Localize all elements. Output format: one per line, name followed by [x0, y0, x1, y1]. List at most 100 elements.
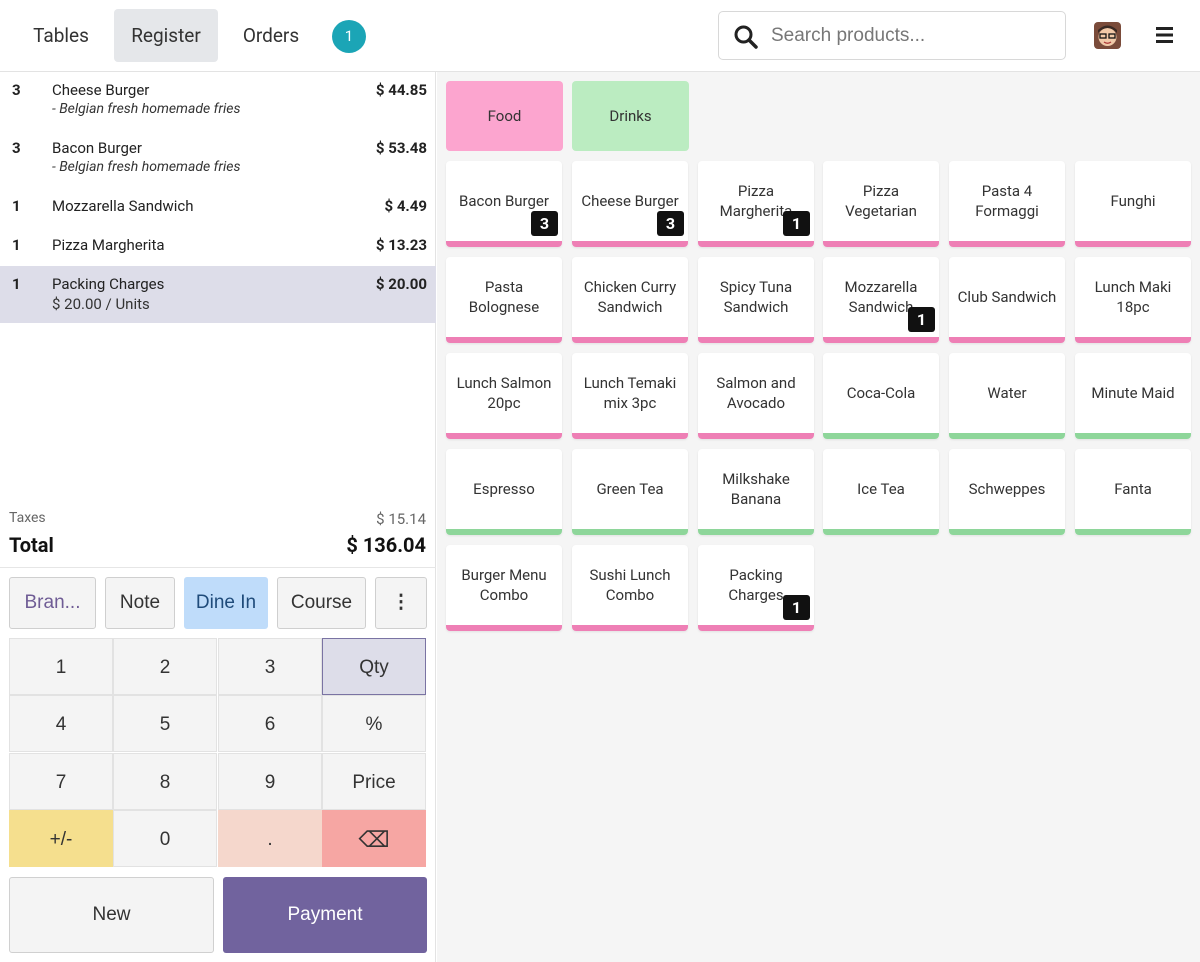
note-button[interactable]: Note — [105, 577, 175, 629]
tab-register[interactable]: Register — [114, 9, 218, 62]
product-card[interactable]: Spicy Tuna Sandwich — [698, 257, 814, 343]
order-line-name: Cheese Burger — [52, 81, 150, 99]
product-card[interactable]: Packing Charges 1 — [698, 545, 814, 631]
more-options-button[interactable]: ⋮ — [375, 577, 427, 629]
order-line-price: $ 20.00 — [375, 275, 427, 293]
product-card[interactable]: Pizza Margherita 1 — [698, 161, 814, 247]
user-avatar[interactable] — [1094, 22, 1121, 49]
order-line-name: Mozzarella Sandwich — [52, 197, 194, 215]
numpad-qty-mode[interactable]: Qty — [322, 638, 426, 695]
order-line-price: $ 44.85 — [375, 81, 427, 99]
product-card[interactable]: Sushi Lunch Combo — [572, 545, 688, 631]
product-card[interactable]: Milkshake Banana — [698, 449, 814, 535]
product-name: Pasta 4 Formaggi — [975, 182, 1039, 220]
product-card[interactable]: Lunch Temaki mix 3pc — [572, 353, 688, 439]
category-color-bar — [698, 625, 814, 631]
category-color-bar — [446, 241, 562, 247]
product-card[interactable]: Water — [949, 353, 1065, 439]
product-name: Coca-Cola — [846, 384, 916, 402]
numpad-plus-minus[interactable]: +/- — [9, 810, 113, 867]
category-drinks[interactable]: Drinks — [572, 81, 689, 151]
tab-tables[interactable]: Tables — [33, 24, 89, 47]
category-color-bar — [949, 433, 1065, 439]
product-card[interactable]: Bacon Burger 3 — [446, 161, 562, 247]
category-color-bar — [698, 529, 814, 535]
numpad-price-mode[interactable]: Price — [322, 753, 426, 810]
product-panel: Food Drinks Bacon Burger 3 Cheese Burger… — [437, 72, 1200, 962]
order-line-qty: 1 — [12, 197, 21, 215]
product-card[interactable]: Coca-Cola — [823, 353, 939, 439]
order-line-name: Bacon Burger — [52, 139, 142, 157]
search-box[interactable] — [718, 11, 1066, 60]
product-name: Packing Charges — [728, 566, 784, 604]
product-card[interactable]: Green Tea — [572, 449, 688, 535]
product-card[interactable]: Burger Menu Combo — [446, 545, 562, 631]
order-line[interactable]: 1 Pizza Margherita $ 13.23 — [0, 227, 436, 266]
order-line-selected[interactable]: 1 Packing Charges $ 20.00 / Units $ 20.0… — [0, 266, 436, 323]
numpad-key-5[interactable]: 5 — [113, 695, 217, 752]
tab-orders[interactable]: Orders — [242, 24, 300, 47]
numpad-decimal[interactable]: . — [218, 810, 322, 867]
category-color-bar — [446, 529, 562, 535]
product-card[interactable]: Pasta Bolognese — [446, 257, 562, 343]
product-card[interactable]: Pizza Vegetarian — [823, 161, 939, 247]
product-name: Water — [987, 384, 1027, 402]
orders-count-badge[interactable]: 1 — [332, 20, 366, 53]
category-color-bar — [1075, 241, 1191, 247]
order-line[interactable]: 3 Cheese Burger - Belgian fresh homemade… — [0, 72, 436, 130]
hamburger-menu-icon[interactable] — [1156, 27, 1173, 43]
product-card[interactable]: Mozzarella Sandwich 1 — [823, 257, 939, 343]
product-card[interactable]: Salmon and Avocado — [698, 353, 814, 439]
new-order-button[interactable]: New — [9, 877, 214, 953]
order-line[interactable]: 3 Bacon Burger - Belgian fresh homemade … — [0, 130, 436, 188]
numpad-key-1[interactable]: 1 — [9, 638, 113, 695]
product-card[interactable]: Lunch Salmon 20pc — [446, 353, 562, 439]
backspace-icon[interactable]: ⌫ — [322, 810, 426, 867]
numpad: 1 2 3 Qty 4 5 6 % 7 8 9 Price +/- 0 . ⌫ — [9, 638, 427, 868]
product-card[interactable]: Ice Tea — [823, 449, 939, 535]
numpad-key-2[interactable]: 2 — [113, 638, 217, 695]
payment-button[interactable]: Payment — [223, 877, 427, 953]
taxes-value: $ 15.14 — [376, 510, 426, 528]
numpad-discount-mode[interactable]: % — [322, 695, 426, 752]
dine-in-button[interactable]: Dine In — [184, 577, 268, 629]
product-card[interactable]: Chicken Curry Sandwich — [572, 257, 688, 343]
numpad-key-3[interactable]: 3 — [218, 638, 322, 695]
product-card[interactable]: Club Sandwich — [949, 257, 1065, 343]
product-name: Pizza Vegetarian — [845, 182, 917, 220]
course-button[interactable]: Course — [277, 577, 366, 629]
product-name: Mozzarella Sandwich — [844, 278, 918, 316]
order-line-qty: 3 — [12, 81, 21, 99]
numpad-key-6[interactable]: 6 — [218, 695, 322, 752]
product-card[interactable]: Schweppes — [949, 449, 1065, 535]
order-line-qty: 1 — [12, 236, 21, 254]
category-color-bar — [446, 625, 562, 631]
product-name: Sushi Lunch Combo — [589, 566, 671, 604]
product-card[interactable]: Cheese Burger 3 — [572, 161, 688, 247]
product-name: Bacon Burger — [459, 192, 549, 210]
product-name: Pizza Margherita — [719, 182, 793, 220]
numpad-key-8[interactable]: 8 — [113, 753, 217, 810]
product-card[interactable]: Espresso — [446, 449, 562, 535]
product-qty-badge: 1 — [908, 307, 935, 332]
product-qty-badge: 1 — [783, 595, 810, 620]
numpad-key-9[interactable]: 9 — [218, 753, 322, 810]
order-line[interactable]: 1 Mozzarella Sandwich $ 4.49 — [0, 188, 436, 227]
product-card[interactable]: Minute Maid — [1075, 353, 1191, 439]
product-name: Espresso — [473, 480, 535, 498]
product-name: Salmon and Avocado — [716, 374, 796, 412]
search-input[interactable] — [771, 12, 1056, 59]
category-color-bar — [823, 433, 939, 439]
product-card[interactable]: Fanta — [1075, 449, 1191, 535]
order-line-name: Packing Charges — [52, 275, 165, 293]
order-line-note: - Belgian fresh homemade fries — [52, 101, 241, 117]
numpad-key-4[interactable]: 4 — [9, 695, 113, 752]
numpad-key-0[interactable]: 0 — [113, 810, 217, 867]
category-food[interactable]: Food — [446, 81, 563, 151]
category-color-bar — [823, 337, 939, 343]
product-card[interactable]: Lunch Maki 18pc — [1075, 257, 1191, 343]
product-card[interactable]: Funghi — [1075, 161, 1191, 247]
product-card[interactable]: Pasta 4 Formaggi — [949, 161, 1065, 247]
numpad-key-7[interactable]: 7 — [9, 753, 113, 810]
brand-button[interactable]: Bran... — [9, 577, 96, 629]
